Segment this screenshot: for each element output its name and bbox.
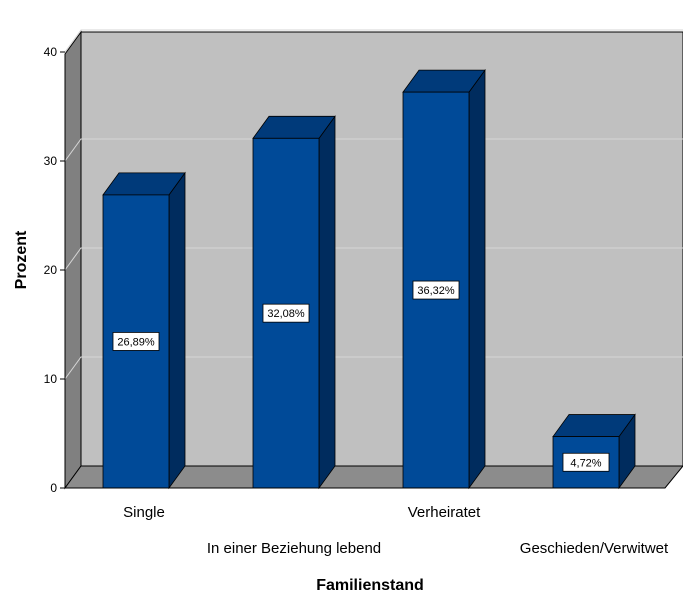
plot-left-wall xyxy=(64,30,82,490)
bar-side xyxy=(468,68,486,490)
bar-1: 26,89% xyxy=(102,171,186,490)
data-label-box xyxy=(112,332,160,351)
data-label-box xyxy=(562,452,610,472)
x-category-label: Verheiratet xyxy=(408,504,481,521)
bars: 26,89% 32,08% 36,32% 4,72% xyxy=(102,68,636,490)
data-label: 4,72% xyxy=(570,457,601,469)
bar-4: 4,72% xyxy=(552,413,636,490)
x-axis: Single In einer Beziehung lebend Verheirat… xyxy=(65,487,669,557)
y-tick-label: 10 xyxy=(44,372,58,386)
data-label-box xyxy=(412,280,460,300)
bar-2: 32,08% xyxy=(252,115,336,490)
x-axis-title: Familienstand xyxy=(316,577,424,594)
y-tick-label: 0 xyxy=(50,481,57,495)
bar-side xyxy=(168,171,186,490)
bar-side xyxy=(318,115,336,490)
plot-area xyxy=(64,29,683,490)
gridline xyxy=(64,29,683,53)
x-category-label: Geschieden/Verwitwet xyxy=(520,540,669,557)
y-tick-label: 40 xyxy=(44,45,58,59)
bar-3: 36,32% xyxy=(402,68,486,490)
x-category-label: Single xyxy=(123,504,165,521)
x-category-label: In einer Beziehung lebend xyxy=(207,540,381,557)
data-label: 36,32% xyxy=(417,285,455,297)
y-axis-title: Prozent xyxy=(13,230,30,289)
data-label: 32,08% xyxy=(267,308,305,320)
data-label: 26,89% xyxy=(117,336,155,348)
y-tick-label: 30 xyxy=(44,154,58,168)
y-tick-label: 20 xyxy=(44,263,58,277)
data-label-box xyxy=(262,303,310,323)
y-axis: 0 10 20 30 40 xyxy=(44,45,66,495)
